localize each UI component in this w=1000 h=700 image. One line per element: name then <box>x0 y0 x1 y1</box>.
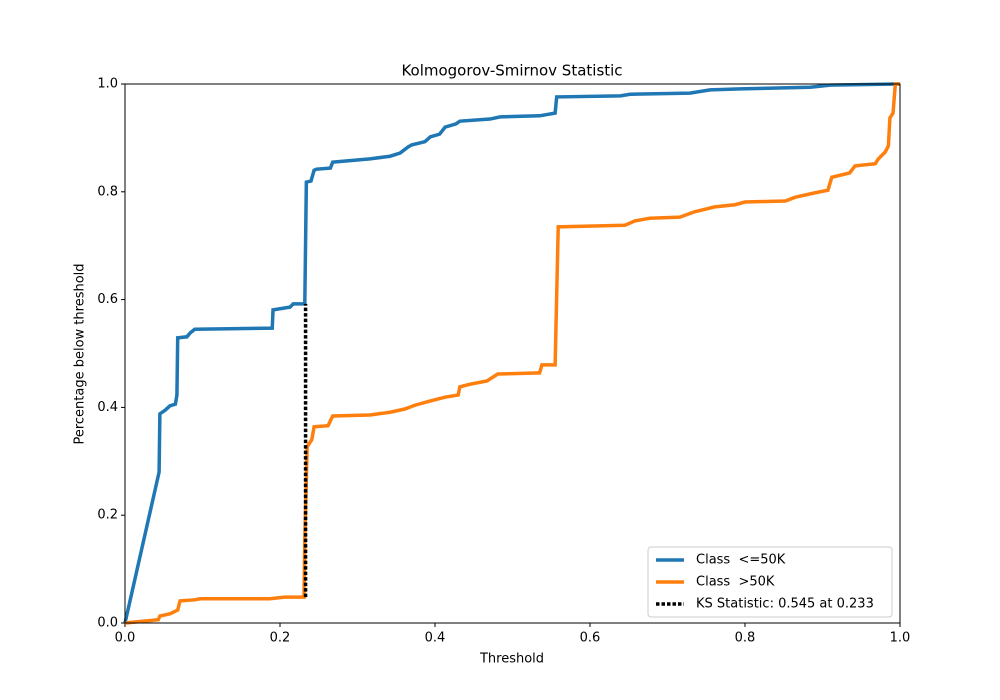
x-tick-label: 0.0 <box>115 631 136 646</box>
legend-box <box>647 546 893 618</box>
x-tick-label: 0.8 <box>735 631 756 646</box>
x-tick-label: 0.2 <box>270 631 291 646</box>
plot-frame <box>124 83 901 624</box>
y-tick-label: 1.0 <box>97 77 118 92</box>
y-tick-label: 0.4 <box>97 400 118 415</box>
x-tick-label: 0.4 <box>425 631 446 646</box>
legend: Class <=50K Class >50K KS Statistic: 0.545… <box>647 546 893 618</box>
series-line <box>124 82 900 625</box>
legend-label: Class >50K <box>696 575 775 590</box>
x-tick-label: 0.6 <box>580 631 601 646</box>
y-tick-label: 0.2 <box>97 508 118 523</box>
y-tick-label: 0.6 <box>97 292 118 307</box>
legend-label: Class <=50K <box>696 553 786 568</box>
x-axis-label: Threshold <box>479 652 544 667</box>
y-axis-label: Percentage below threshold <box>73 263 88 444</box>
y-tick-label: 0.8 <box>97 184 118 199</box>
legend-label: KS Statistic: 0.545 at 0.233 <box>696 597 874 612</box>
chart-title: Kolmogorov-Smirnov Statistic <box>401 62 622 80</box>
x-tick-label: 1.0 <box>890 631 911 646</box>
series-line <box>123 82 901 624</box>
y-tick-label: 0.0 <box>97 616 118 631</box>
